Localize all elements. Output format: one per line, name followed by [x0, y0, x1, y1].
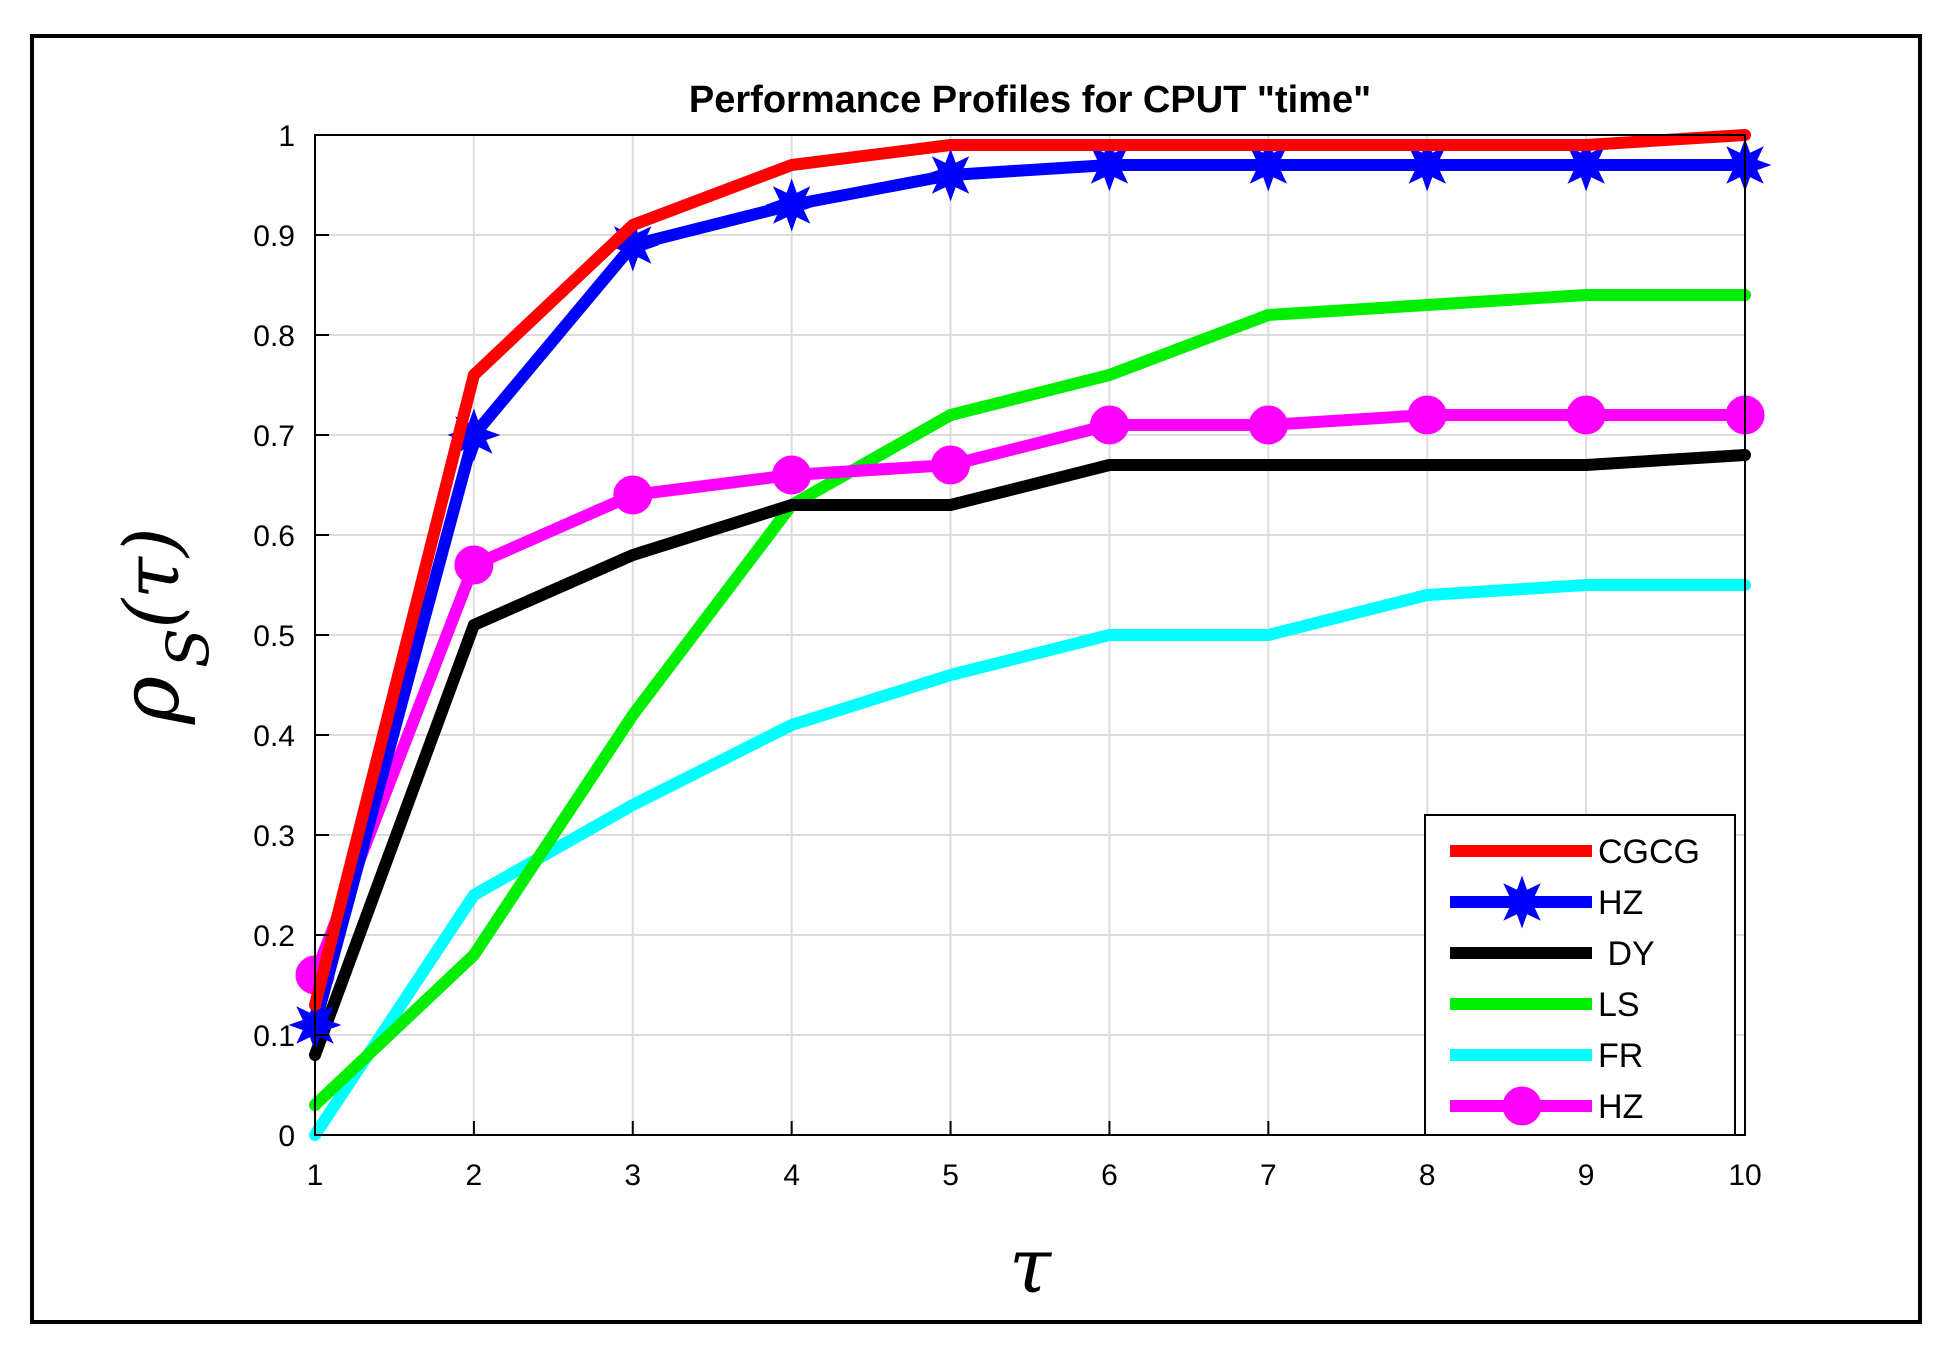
legend-label: CGCG [1598, 833, 1700, 871]
x-tick-label: 6 [1101, 1159, 1118, 1192]
y-tick-label: 0.5 [253, 620, 295, 653]
x-tick-label: 5 [942, 1159, 959, 1192]
series-line [309, 289, 1751, 1111]
data-point-marker [1241, 138, 1295, 192]
y-axis-label-rho: ρ [103, 676, 198, 725]
series-hz-5 [295, 395, 1765, 995]
y-axis-label-arg: (τ) [107, 527, 196, 628]
data-point-marker [454, 545, 494, 585]
series-cgcg-0 [309, 129, 1751, 1011]
legend-label: DY [1598, 935, 1655, 973]
y-tick-label: 0.6 [253, 520, 295, 553]
series-layer [288, 129, 1772, 1141]
y-axis-label-sub: S [154, 628, 222, 668]
series-line [309, 449, 1751, 1061]
y-tick-label: 0.9 [253, 220, 295, 253]
series-line [309, 579, 1751, 1141]
x-tick-label: 10 [1728, 1159, 1761, 1192]
y-axis-label: ρ S (τ) [103, 527, 222, 725]
data-point-marker [1089, 405, 1129, 445]
chart-title: Performance Profiles for CPUT "time" [689, 79, 1371, 121]
x-axis-label: τ [1009, 1221, 1053, 1310]
x-tick-label: 9 [1578, 1159, 1595, 1192]
y-tick-label: 0.7 [253, 420, 295, 453]
series-ls-3 [309, 289, 1751, 1111]
data-point-marker [613, 475, 653, 515]
series-fr-4 [309, 579, 1751, 1141]
series-line [309, 409, 1751, 981]
legend-entry: LS [1450, 986, 1640, 1024]
y-tick-label: 0.2 [253, 920, 295, 953]
y-tick-label: 1 [278, 120, 295, 153]
legend-marker [1495, 875, 1549, 929]
series-dy-2 [309, 449, 1751, 1061]
tick-labels: 1 2 3 4 5 6 7 8 9 10 0 0.1 0.2 0.3 0.4 0.5 0.6 0.7 0.8 0.9 1 [253, 120, 1761, 1192]
data-point-marker [931, 445, 971, 485]
x-tick-label: 4 [783, 1159, 800, 1192]
legend-entry: CGCG [1450, 833, 1700, 871]
legend-box [1424, 814, 1736, 1136]
legend-label: LS [1598, 986, 1640, 1024]
legend-entry: HZ [1450, 875, 1643, 929]
legend-marker [1502, 1086, 1542, 1126]
data-point-marker [1407, 395, 1447, 435]
series-line [309, 129, 1751, 1011]
series-hz-1 [288, 138, 1772, 1052]
x-tick-label: 8 [1419, 1159, 1436, 1192]
y-tick-label: 0.8 [253, 320, 295, 353]
x-tick-label: 1 [307, 1159, 324, 1192]
legend-label: FR [1598, 1037, 1643, 1075]
x-tick-label: 2 [466, 1159, 483, 1192]
data-point-marker [1082, 138, 1136, 192]
x-tick-label: 7 [1260, 1159, 1277, 1192]
legend: CGCG HZ DY LS FR HZ [1424, 814, 1736, 1136]
legend-label: HZ [1598, 884, 1643, 922]
x-tick-label: 3 [624, 1159, 641, 1192]
data-point-marker [1566, 395, 1606, 435]
y-tick-label: 0.4 [253, 720, 295, 753]
y-tick-label: 0 [278, 1120, 295, 1153]
legend-label: HZ [1598, 1088, 1643, 1126]
data-point-marker [765, 178, 819, 232]
data-point-marker [1559, 138, 1613, 192]
data-point-marker [1248, 405, 1288, 445]
y-tick-label: 0.3 [253, 820, 295, 853]
data-point-marker [772, 455, 812, 495]
y-tick-label: 0.1 [253, 1020, 295, 1053]
figure-frame [30, 34, 1922, 1324]
data-point-marker [1400, 138, 1454, 192]
series-line [309, 159, 1751, 1031]
data-point-marker [924, 148, 978, 202]
legend-entry: DY [1450, 935, 1655, 973]
legend-entry: FR [1450, 1037, 1643, 1075]
legend-entry: HZ [1450, 1086, 1643, 1126]
